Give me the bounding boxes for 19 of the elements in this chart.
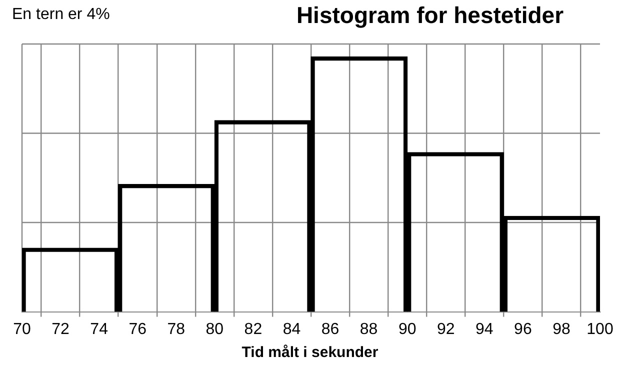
x-tick-label: 96 (514, 320, 532, 338)
x-tick-label: 92 (436, 320, 455, 338)
x-tick-label: 78 (167, 320, 186, 338)
x-tick-label: 80 (206, 320, 224, 338)
x-tick-label: 90 (398, 320, 416, 338)
x-tick-label: 70 (13, 320, 31, 338)
x-axis-title: Tid målt i sekunder (240, 344, 380, 361)
x-tick-label: 100 (586, 320, 614, 338)
text: En tern er 4% (12, 6, 110, 24)
x-tick-label: 76 (128, 320, 147, 338)
x-tick-label: 84 (282, 320, 301, 338)
x-tick-label: 74 (90, 320, 108, 338)
x-tick-label: 94 (476, 320, 494, 338)
x-tick-label: 86 (321, 320, 340, 338)
x-tick-label: 82 (244, 320, 262, 338)
chart-title: Histogram for hestetider (295, 2, 565, 29)
x-tick-label: 98 (552, 320, 570, 338)
x-tick-label: 88 (360, 320, 378, 338)
x-tick-label: 72 (52, 320, 70, 338)
